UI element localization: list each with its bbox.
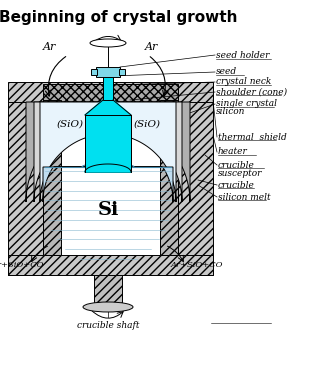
Text: heater: heater xyxy=(218,147,248,156)
Text: crucible: crucible xyxy=(218,161,255,169)
Ellipse shape xyxy=(90,39,126,47)
Polygon shape xyxy=(34,102,182,202)
Text: seed: seed xyxy=(216,67,237,77)
Polygon shape xyxy=(85,100,131,115)
Bar xyxy=(103,77,113,100)
Text: Ar: Ar xyxy=(145,42,159,52)
Bar xyxy=(96,67,120,77)
Bar xyxy=(94,275,122,303)
Text: shoulder (cone): shoulder (cone) xyxy=(216,87,287,97)
Text: seed holder: seed holder xyxy=(216,50,269,60)
Text: Ar+SiO+CO: Ar+SiO+CO xyxy=(171,261,223,269)
Text: Beginning of crystal growth: Beginning of crystal growth xyxy=(0,10,237,25)
Polygon shape xyxy=(43,167,173,202)
Bar xyxy=(8,100,43,275)
Text: (SiO): (SiO) xyxy=(133,120,160,129)
Bar xyxy=(43,100,61,255)
Polygon shape xyxy=(26,102,190,202)
Text: Ar: Ar xyxy=(43,42,57,52)
Text: single crystal: single crystal xyxy=(216,99,277,109)
Bar xyxy=(43,84,178,102)
Text: Ar+SiO+CO: Ar+SiO+CO xyxy=(0,261,44,269)
Text: Si: Si xyxy=(97,201,119,219)
Bar xyxy=(8,82,213,102)
Text: thermal  shield: thermal shield xyxy=(218,132,287,142)
Bar xyxy=(91,69,97,75)
Bar xyxy=(160,100,178,255)
Bar xyxy=(119,69,125,75)
Polygon shape xyxy=(40,102,176,202)
Polygon shape xyxy=(85,164,131,172)
Text: crucible: crucible xyxy=(218,181,255,189)
Text: crucible shaft: crucible shaft xyxy=(77,320,139,330)
Text: crystal neck: crystal neck xyxy=(216,77,271,87)
Bar xyxy=(85,115,131,172)
Text: (SiO): (SiO) xyxy=(56,120,84,129)
Bar xyxy=(8,255,213,275)
Ellipse shape xyxy=(83,302,133,312)
Text: susceptor: susceptor xyxy=(218,169,262,177)
Text: silicon melt: silicon melt xyxy=(218,192,271,201)
Bar xyxy=(178,100,213,275)
Text: silicon: silicon xyxy=(216,107,245,117)
